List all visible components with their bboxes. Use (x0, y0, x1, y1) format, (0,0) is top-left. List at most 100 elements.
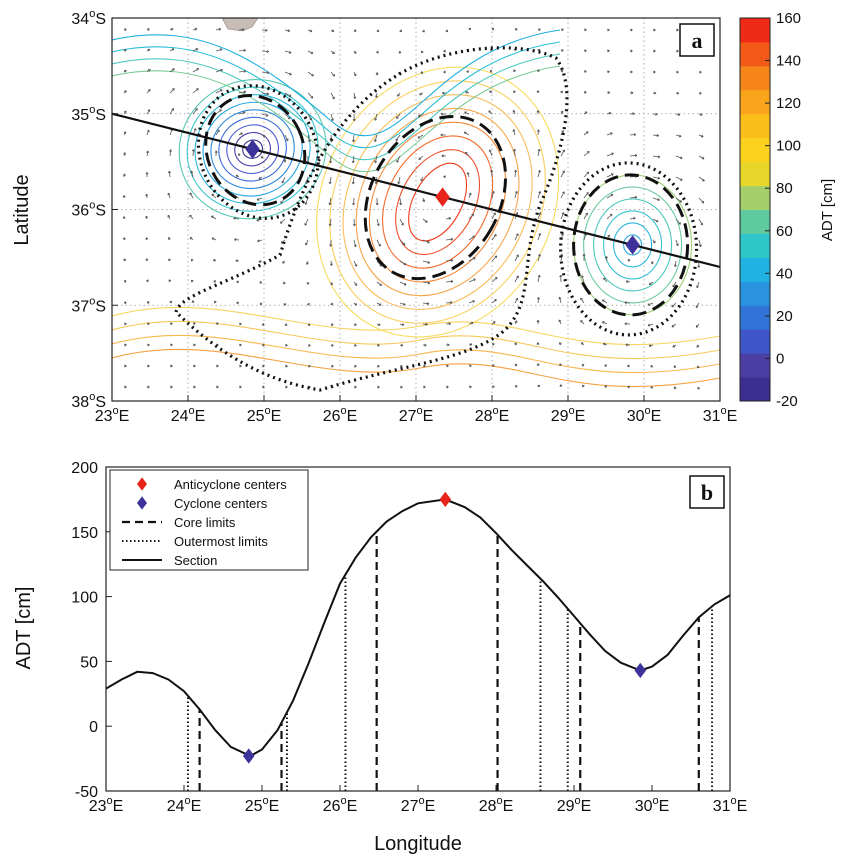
velocity-arrow-head (124, 343, 127, 347)
panel-b-letter: b (701, 480, 713, 505)
velocity-arrow (468, 300, 475, 304)
velocity-arrow-head (696, 285, 699, 289)
velocity-arrow-head (586, 192, 589, 195)
velocity-arrow-head (446, 385, 449, 389)
velocity-arrow-head (124, 385, 127, 389)
velocity-arrow-head (450, 237, 454, 241)
velocity-arrow-head (123, 110, 127, 114)
velocity-arrow-head (426, 302, 430, 306)
colorbar-segment (740, 18, 770, 43)
velocity-arrow-head (400, 364, 403, 368)
velocity-arrow (192, 68, 199, 73)
velocity-arrow-head (147, 364, 150, 368)
velocity-arrow-head (307, 139, 311, 143)
velocity-arrow (629, 196, 637, 199)
colorbar-segment (740, 161, 770, 187)
velocity-arrow (418, 113, 424, 117)
velocity-arrow-head (216, 385, 219, 389)
velocity-arrow-head (170, 343, 173, 347)
velocity-arrow-head (675, 243, 679, 247)
velocity-arrow-head (330, 323, 334, 326)
velocity-arrow-head (422, 29, 425, 33)
velocity-arrow-head (473, 278, 476, 282)
adt-contour (112, 320, 720, 360)
cyclone-center-marker (245, 139, 260, 159)
velocity-arrow-head (311, 73, 314, 77)
velocity-arrow-head (265, 28, 268, 32)
velocity-arrow-head (310, 51, 314, 55)
velocity-arrow-head (448, 216, 451, 220)
velocity-arrow-head (679, 156, 683, 160)
velocity-arrow (238, 49, 246, 52)
velocity-arrow (491, 191, 495, 199)
velocity-arrow (605, 256, 608, 262)
adt-contour (112, 53, 561, 161)
velocity-arrow (215, 89, 223, 94)
velocity-arrow (652, 134, 659, 137)
velocity-arrow (537, 254, 541, 262)
velocity-arrow (261, 92, 269, 95)
velocity-arrow (395, 134, 401, 142)
y-tick-label: 37oS (71, 295, 106, 315)
velocity-arrow-head (425, 220, 428, 223)
velocity-arrow-head (494, 299, 497, 302)
x-tick-label: 31oE (703, 405, 738, 425)
velocity-arrow-head (582, 253, 586, 257)
velocity-arrow (399, 218, 404, 226)
velocity-arrow-head (304, 202, 308, 205)
velocity-arrow-head (378, 303, 382, 306)
velocity-arrow-head (329, 263, 333, 266)
velocity-arrow (330, 92, 335, 100)
velocity-arrow (261, 50, 269, 53)
velocity-arrow-head (170, 27, 174, 31)
velocity-arrow-head (607, 234, 610, 238)
velocity-arrow-head (450, 280, 454, 283)
velocity-arrow-head (464, 151, 468, 155)
velocity-arrow-head (307, 323, 311, 326)
velocity-arrow-head (678, 222, 681, 225)
velocity-arrow (583, 212, 588, 220)
velocity-arrow-head (147, 385, 150, 389)
velocity-arrow-head (262, 385, 265, 389)
velocity-arrow (514, 233, 519, 241)
velocity-arrow-head (607, 28, 610, 32)
section-line (112, 112, 720, 269)
velocity-arrow-head (171, 108, 175, 111)
adt-contour (186, 86, 319, 212)
velocity-arrow-head (328, 223, 332, 227)
velocity-arrow (672, 281, 677, 288)
velocity-arrow-head (285, 364, 288, 368)
velocity-arrow (513, 129, 516, 136)
velocity-arrow-head (603, 277, 606, 281)
velocity-arrow-head (374, 118, 378, 121)
velocity-arrow-head (536, 129, 540, 132)
velocity-arrow-head (213, 300, 217, 304)
velocity-arrow-head (123, 280, 127, 283)
velocity-arrow-head (538, 233, 542, 236)
adt-contour (112, 306, 720, 346)
velocity-arrow-head (587, 150, 590, 154)
velocity-arrow-head (673, 264, 677, 267)
velocity-arrow-head (514, 28, 518, 31)
velocity-arrow-head (377, 343, 380, 347)
velocity-arrow (464, 111, 470, 115)
velocity-arrow-head (332, 73, 336, 77)
velocity-arrow-head (695, 305, 699, 309)
eddy-limits (174, 46, 699, 392)
velocity-arrow-head (514, 190, 518, 194)
velocity-arrow (583, 233, 587, 241)
velocity-arrow-head (696, 344, 700, 348)
velocity-arrow-head (189, 192, 193, 196)
velocity-arrow (238, 111, 246, 115)
velocity-arrow-head (329, 160, 333, 164)
y-tick-label: 150 (71, 525, 98, 542)
velocity-arrow-head (147, 48, 151, 52)
velocity-arrow-head (375, 72, 379, 76)
velocity-arrow (169, 68, 175, 73)
velocity-arrow-head (240, 132, 243, 136)
adt-contour (218, 116, 287, 182)
velocity-arrow (256, 197, 263, 201)
velocity-arrow-head (538, 253, 541, 257)
velocity-arrow (537, 275, 540, 283)
velocity-arrow-head (147, 89, 151, 92)
